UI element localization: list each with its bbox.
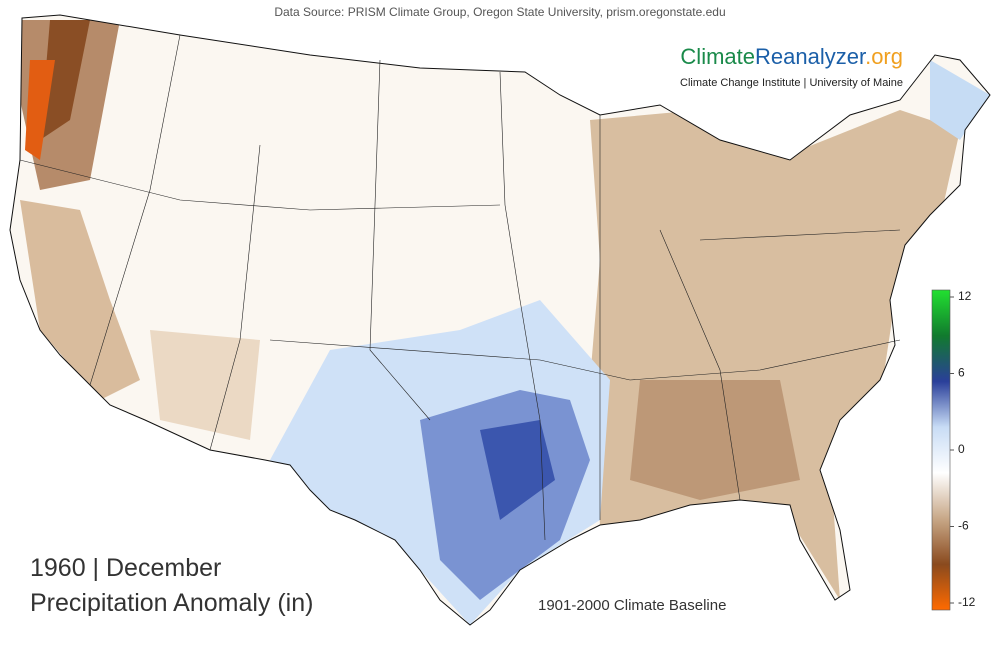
title-line: 1960 | December: [30, 554, 221, 582]
colorbar: [931, 289, 951, 611]
colorbar-tick-label: 0: [958, 442, 965, 456]
title-line: Precipitation Anomaly (in): [30, 589, 313, 617]
brand-part: Reanalyzer: [755, 44, 866, 69]
colorbar-tick-label: 12: [958, 289, 972, 303]
colorbar-tick-label: -6: [958, 519, 969, 533]
brand-part: .org: [865, 44, 903, 69]
colorbar-tick-label: 6: [958, 366, 965, 380]
brand-part: Climate: [680, 44, 755, 69]
brand-subtitle: Climate Change Institute | University of…: [680, 77, 903, 89]
colorbar-tick-label: -12: [958, 595, 976, 609]
baseline-note: 1901-2000 Climate Baseline: [538, 597, 726, 614]
data-source: Data Source: PRISM Climate Group, Oregon…: [274, 5, 725, 19]
brand: ClimateReanalyzer.org: [680, 44, 903, 69]
state-borders: [19, 34, 901, 541]
